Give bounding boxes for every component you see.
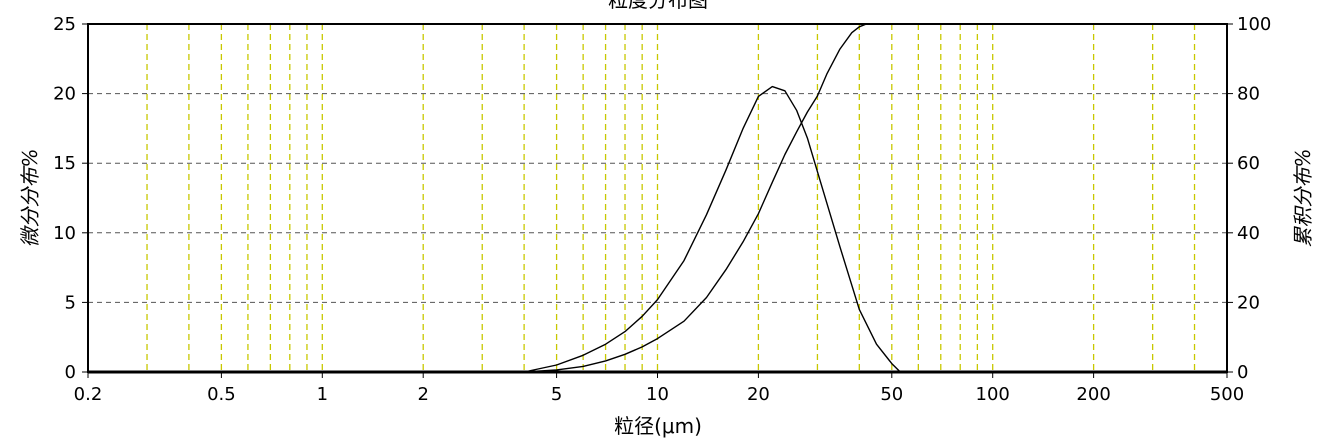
x-tick-label: 100: [976, 384, 1010, 405]
x-tick-label: 1: [317, 384, 328, 405]
x-tick-label: 200: [1076, 384, 1110, 405]
y-right-tick-label: 100: [1237, 14, 1271, 35]
y-left-tick-label: 25: [53, 14, 76, 35]
x-tick-label: 20: [747, 384, 770, 405]
x-tick-label: 0.5: [207, 384, 236, 405]
cumulative-distribution-line: [524, 23, 867, 373]
x-tick-label: 500: [1210, 384, 1244, 405]
axes: 0.2 0.5 1 2 5 10 20 50 100 200 5000510152025020406…: [53, 14, 1271, 405]
y-axis-right-title: 累积分布%: [1291, 148, 1315, 247]
chart-title: 粒度分布图: [608, 0, 708, 12]
y-axis-left-title: 微分分布%: [18, 148, 42, 247]
x-tick-label: 0.2: [74, 384, 103, 405]
y-right-tick-label: 40: [1237, 223, 1260, 244]
x-tick-label: 5: [551, 384, 562, 405]
x-tick-label: 2: [417, 384, 428, 405]
y-right-tick-label: 20: [1237, 292, 1260, 313]
y-left-tick-label: 10: [53, 223, 76, 244]
y-left-tick-label: 5: [65, 292, 76, 313]
differential-distribution-line: [523, 85, 901, 373]
y-left-tick-label: 15: [53, 153, 76, 174]
series-layer: [523, 23, 901, 373]
x-tick-label: 50: [880, 384, 903, 405]
x-axis-title: 粒径(μm): [614, 414, 702, 438]
y-right-tick-label: 80: [1237, 84, 1260, 105]
grid: [88, 24, 1227, 372]
y-left-tick-label: 0: [65, 362, 76, 383]
x-tick-label: 10: [646, 384, 669, 405]
y-right-tick-label: 60: [1237, 153, 1260, 174]
y-right-tick-label: 0: [1237, 362, 1248, 383]
y-left-tick-label: 20: [53, 84, 76, 105]
